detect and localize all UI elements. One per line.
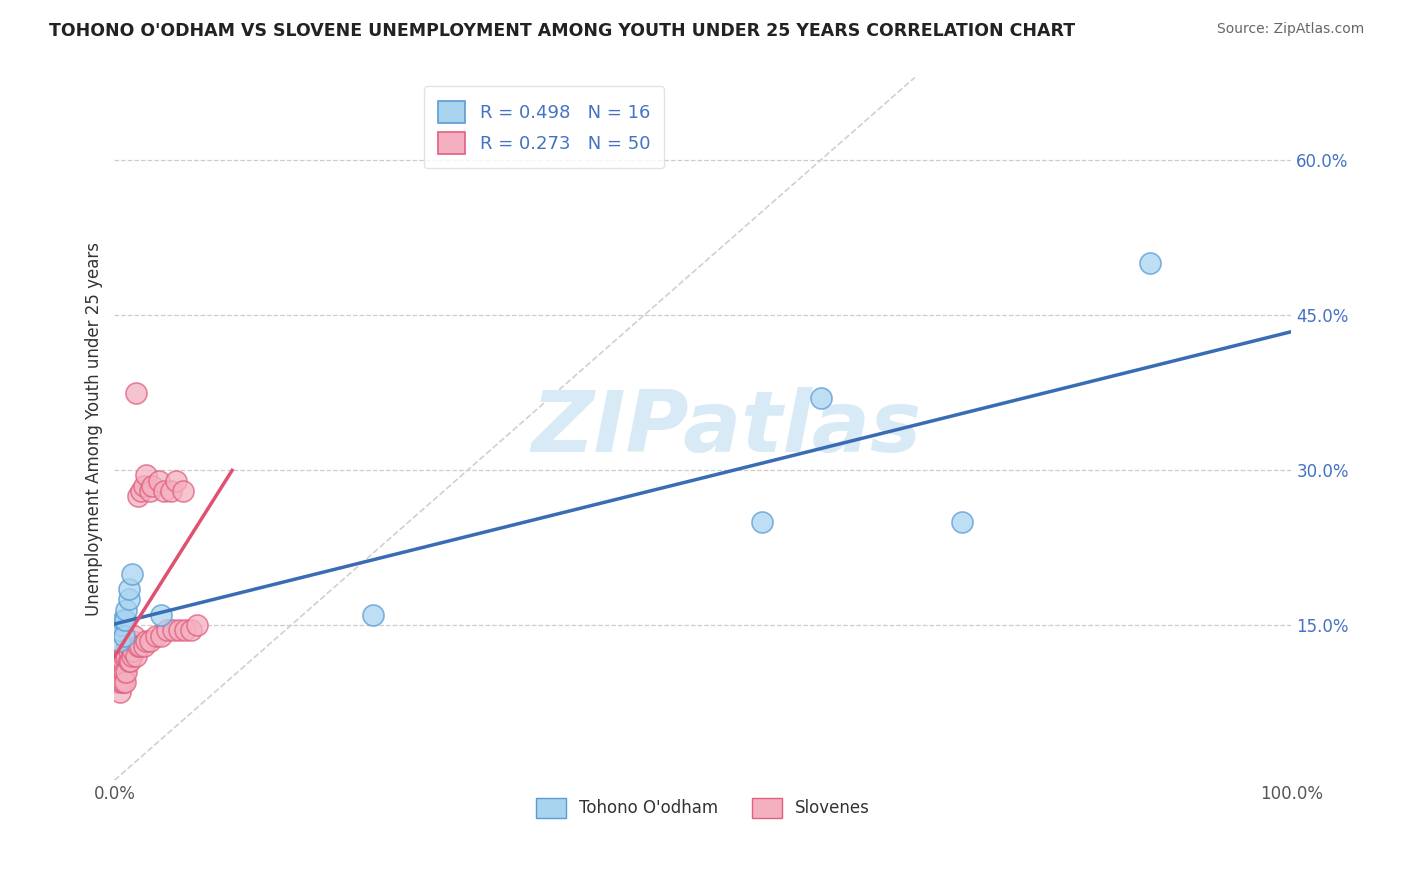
Point [810,391,832,405]
Point [114,675,136,690]
Point [115,603,138,617]
Point [150,607,173,622]
Point [107,665,129,679]
Legend: Tohono O'odham, Slovenes: Tohono O'odham, Slovenes [529,791,876,825]
Text: TOHONO O'ODHAM VS SLOVENE UNEMPLOYMENT AMONG YOUTH UNDER 25 YEARS CORRELATION CH: TOHONO O'ODHAM VS SLOVENE UNEMPLOYMENT A… [49,22,1076,40]
Point [112,665,135,679]
Point [160,483,183,498]
Point [127,489,149,503]
Point [186,618,208,632]
Point [148,474,170,488]
Point [172,483,194,498]
Point [127,639,149,653]
Point [138,633,160,648]
Text: ZIPatlas: ZIPatlas [531,387,921,470]
Point [108,655,131,669]
Point [129,639,152,653]
Point [156,624,179,638]
Point [112,629,135,643]
Point [117,655,139,669]
Point [950,515,973,529]
Point [118,639,141,653]
Point [132,479,155,493]
Point [122,644,145,658]
Point [132,639,155,653]
Point [135,468,157,483]
Point [138,483,160,498]
Point [110,618,132,632]
Point [131,483,153,498]
Point [174,624,197,638]
Point [110,665,132,679]
Point [108,675,131,690]
Point [141,479,163,493]
Point [135,633,157,648]
Point [110,685,132,699]
Point [115,649,138,664]
Point [751,515,773,529]
Point [162,624,184,638]
Point [108,624,131,638]
Point [121,566,143,581]
Point [111,655,134,669]
Point [117,644,139,658]
Point [124,385,146,400]
Point [153,483,176,498]
Point [180,624,202,638]
Point [124,649,146,664]
Point [363,607,385,622]
Point [112,649,135,664]
Point [110,675,132,690]
Point [121,649,143,664]
Point [108,633,131,648]
Point [167,624,190,638]
Y-axis label: Unemployment Among Youth under 25 years: Unemployment Among Youth under 25 years [86,242,103,615]
Point [115,665,138,679]
Point [1139,256,1161,270]
Point [117,582,139,596]
Point [114,644,136,658]
Point [150,629,173,643]
Point [145,629,167,643]
Point [110,655,132,669]
Point [114,613,136,627]
Point [118,655,141,669]
Point [105,675,128,690]
Point [117,592,139,607]
Point [165,474,187,488]
Point [111,675,134,690]
Point [124,629,146,643]
Text: Source: ZipAtlas.com: Source: ZipAtlas.com [1216,22,1364,37]
Point [111,613,134,627]
Point [121,633,143,648]
